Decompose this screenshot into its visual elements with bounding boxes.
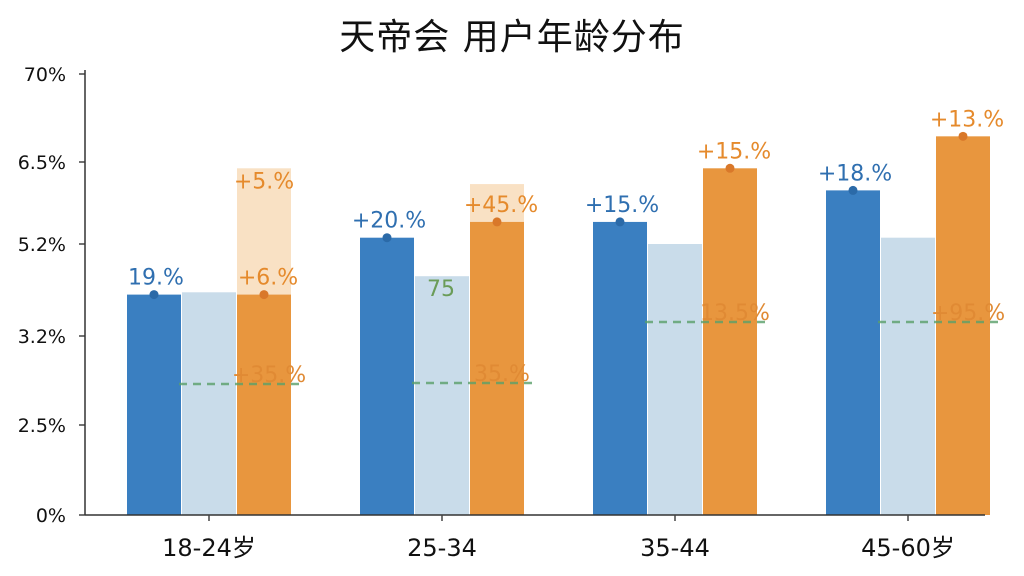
data-label-series-3: +13.% xyxy=(930,107,1004,132)
bar-series-3 xyxy=(237,294,291,515)
data-label-series-3: +6.% xyxy=(238,266,298,291)
secondary-label: 13.5% xyxy=(700,301,770,326)
secondary-label: +95.% xyxy=(931,301,1005,326)
secondary-label: 35.% xyxy=(474,362,530,387)
bar-series-3 xyxy=(936,136,990,516)
y-tick-label: 2.5% xyxy=(18,415,66,437)
annotation-label: 75 xyxy=(427,277,455,302)
bar-series-1 xyxy=(826,190,880,515)
bar-top-marker xyxy=(725,163,735,173)
bar-top-marker xyxy=(615,217,625,227)
labels-layer: 0% 2.5% 3.2% 5.2% 6.5% 70% +5.% 19.% +20.% +15.% +… xyxy=(18,64,1005,562)
data-label-series-3: +45.% xyxy=(464,193,538,218)
bar-series-1 xyxy=(360,237,414,515)
bar-series-1 xyxy=(127,294,181,515)
chart-title: 天帝会 用户年龄分布 xyxy=(339,17,685,58)
y-tick-label: 5.2% xyxy=(18,234,66,256)
bar-top-marker xyxy=(848,185,858,195)
x-category-label: 45-60岁 xyxy=(861,534,955,562)
lines-layer xyxy=(179,320,999,386)
bar-series-1 xyxy=(593,221,647,515)
bars-layer xyxy=(127,131,990,516)
secondary-label: +35.% xyxy=(232,363,306,388)
bar-series-2 xyxy=(881,237,935,515)
y-tick-label: 70% xyxy=(24,64,66,86)
y-tick-label: 6.5% xyxy=(18,152,66,174)
data-label-orange-extended: +5.% xyxy=(234,169,294,194)
bar-series-2 xyxy=(415,276,469,515)
data-label-series-1: 19.% xyxy=(128,266,184,291)
bar-top-marker xyxy=(492,217,502,227)
bar-top-marker xyxy=(259,290,269,300)
data-label-series-1: +15.% xyxy=(585,193,659,218)
x-category-label: 25-34 xyxy=(407,534,477,562)
bar-top-marker xyxy=(382,233,392,243)
data-label-series-1: +18.% xyxy=(818,161,892,186)
data-label-series-1: +20.% xyxy=(352,209,426,234)
bar-series-3 xyxy=(703,168,757,516)
bar-series-2 xyxy=(648,244,702,515)
bar-series-2 xyxy=(182,292,236,515)
data-label-series-3: +15.% xyxy=(697,139,771,164)
x-category-label: 18-24岁 xyxy=(162,534,256,562)
y-tick-label: 3.2% xyxy=(18,326,66,348)
bar-series-3 xyxy=(470,221,524,515)
bar-top-marker xyxy=(958,131,968,141)
x-category-label: 35-44 xyxy=(640,534,710,562)
y-tick-label: 0% xyxy=(36,505,66,527)
axes-layer xyxy=(79,70,985,521)
bar-top-marker xyxy=(149,290,159,300)
